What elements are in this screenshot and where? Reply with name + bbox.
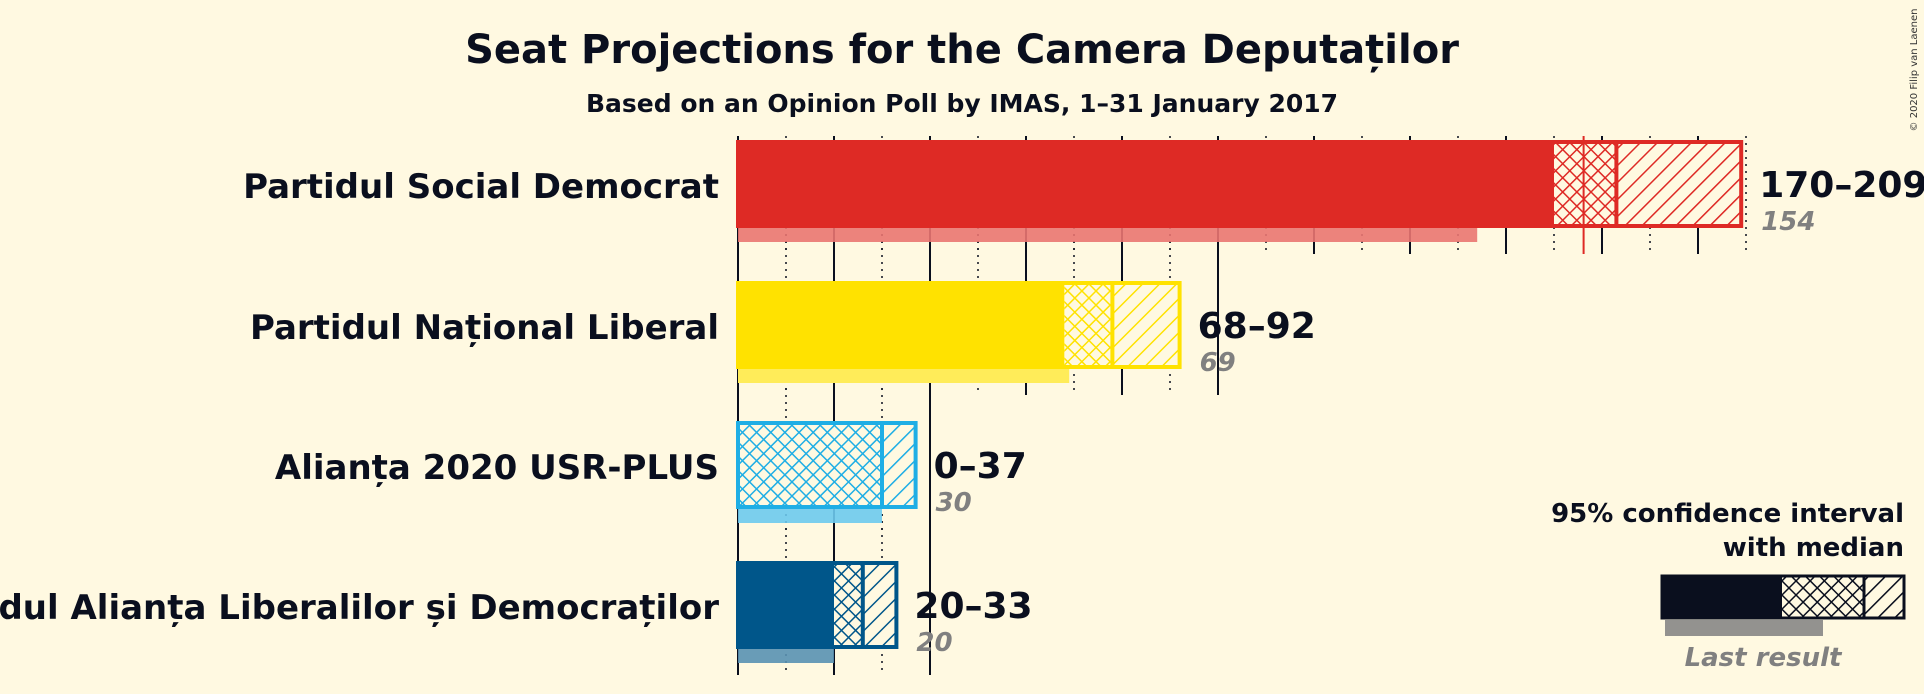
ci-solid-bar (738, 563, 834, 647)
ci-diag-hatch (882, 423, 916, 507)
last-result-bar (738, 224, 1478, 242)
ci-cross-hatch (738, 423, 882, 507)
ci-diag-hatch (1112, 283, 1180, 367)
legend-cross-hatch (1782, 576, 1864, 618)
copyright-notice: © 2020 Filip van Laenen (1909, 9, 1920, 132)
legend: 95% confidence interval with median Last… (1551, 499, 1906, 673)
ci-solid-bar (738, 283, 1065, 367)
chart-subtitle: Based on an Opinion Poll by IMAS, 1–31 J… (586, 89, 1338, 118)
ci-solid-bar (738, 142, 1554, 226)
legend-last-result-bar (1665, 620, 1823, 636)
range-label: 0–37 (934, 446, 1027, 487)
bars (736, 136, 1744, 663)
ci-outline (736, 140, 1744, 228)
legend-solid-bar (1662, 576, 1782, 618)
chart-title: Seat Projections for the Camera Deputați… (465, 27, 1459, 73)
legend-last-result-label: Last result (1685, 643, 1843, 673)
last-result-bar (738, 505, 882, 523)
last-result-label: 30 (936, 488, 972, 518)
legend-diag-hatch (1864, 576, 1904, 618)
last-result-label: 20 (916, 628, 952, 658)
ci-outline (736, 421, 918, 509)
last-result-label: 69 (1200, 348, 1236, 378)
ci-cross-hatch (1064, 283, 1113, 367)
party-label: Partidul Național Liberal (250, 308, 719, 348)
ci-outline (736, 561, 899, 649)
party-label: Partidul Social Democrat (243, 167, 719, 207)
last-result-bar (738, 365, 1070, 383)
legend-title-line2: with median (1723, 533, 1904, 563)
ci-diag-hatch (1616, 142, 1742, 226)
ci-cross-hatch (1554, 142, 1617, 226)
ci-diag-hatch (862, 563, 897, 647)
range-label: 68–92 (1198, 306, 1316, 347)
legend-title-line1: 95% confidence interval (1551, 499, 1904, 529)
last-result-label: 154 (1761, 207, 1815, 237)
range-label: 20–33 (914, 586, 1032, 627)
last-result-bar (738, 645, 834, 663)
party-label: Alianța 2020 USR-PLUS (275, 448, 719, 488)
legend-outline (1660, 574, 1906, 620)
ci-outline (736, 281, 1182, 369)
party-label: Partidul Alianța Liberalilor și Democraț… (0, 588, 719, 628)
range-label: 170–209 (1759, 165, 1924, 206)
ci-cross-hatch (834, 563, 863, 647)
